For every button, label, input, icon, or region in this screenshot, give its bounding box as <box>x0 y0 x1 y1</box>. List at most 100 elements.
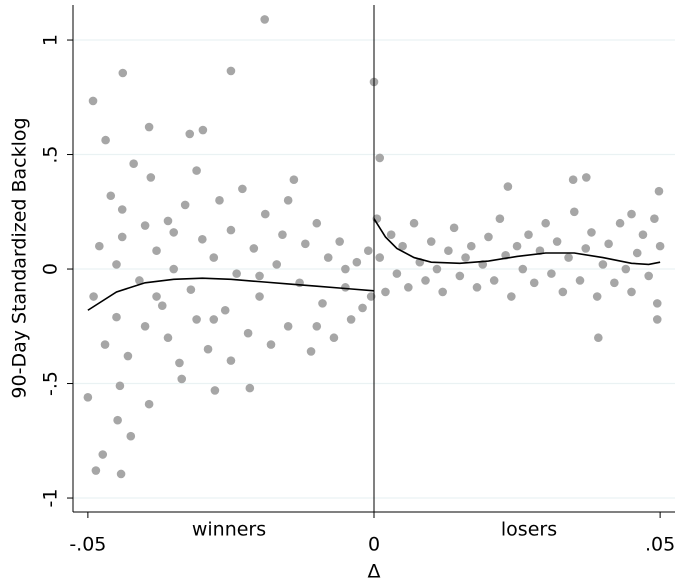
point <box>375 253 385 262</box>
point <box>215 196 224 205</box>
annotation: losers <box>501 519 557 541</box>
point <box>552 237 562 246</box>
x-axis-title: Δ <box>368 561 381 583</box>
point <box>118 68 128 78</box>
point <box>249 244 259 253</box>
point <box>404 283 413 292</box>
point <box>83 392 93 402</box>
y-tick-label: -.5 <box>40 371 62 396</box>
point <box>363 246 373 256</box>
point <box>135 276 144 285</box>
point <box>512 241 522 251</box>
point <box>255 292 264 301</box>
point <box>581 244 591 253</box>
point <box>238 184 247 194</box>
point <box>175 358 184 368</box>
point <box>144 122 154 132</box>
point <box>461 253 470 262</box>
point <box>398 241 407 251</box>
point <box>547 269 556 278</box>
point <box>432 264 442 274</box>
point <box>186 285 196 294</box>
point <box>472 283 482 292</box>
point <box>312 321 322 331</box>
point <box>323 253 333 262</box>
point <box>318 299 327 308</box>
y-axis-title: 90-Day Standardized Backlog <box>9 117 31 398</box>
point <box>117 232 127 242</box>
point <box>541 218 550 228</box>
point <box>604 239 613 249</box>
point <box>226 66 236 76</box>
point <box>272 260 282 269</box>
point <box>152 292 161 301</box>
point <box>449 223 459 233</box>
point <box>381 287 390 297</box>
point <box>209 253 219 262</box>
point <box>88 96 98 106</box>
point <box>163 216 173 226</box>
point <box>455 271 465 281</box>
point <box>438 287 447 297</box>
point <box>91 466 101 475</box>
y-tick-label: -1 <box>40 489 62 508</box>
point <box>255 271 264 281</box>
point <box>163 333 173 343</box>
point <box>392 269 402 278</box>
point <box>95 241 104 251</box>
x-tick-label: -.05 <box>69 534 106 556</box>
point <box>198 234 207 244</box>
point <box>312 218 322 228</box>
point <box>558 287 568 297</box>
point <box>123 351 133 361</box>
point <box>650 214 659 223</box>
point <box>582 173 591 182</box>
point <box>341 264 350 274</box>
point <box>610 278 619 288</box>
point <box>220 305 230 315</box>
point <box>518 264 528 274</box>
y-tick-label: 0 <box>40 263 62 275</box>
point <box>654 186 664 196</box>
point <box>409 218 419 228</box>
point <box>495 214 505 223</box>
point <box>180 200 190 210</box>
point <box>169 228 179 237</box>
point <box>177 374 187 384</box>
point <box>598 260 608 269</box>
point <box>209 315 219 324</box>
point <box>185 129 195 139</box>
point <box>157 301 167 310</box>
point <box>245 383 255 393</box>
point <box>386 230 396 239</box>
point <box>113 415 122 425</box>
point <box>615 218 625 228</box>
point <box>144 399 154 409</box>
point <box>568 175 578 185</box>
point <box>306 347 316 356</box>
point <box>98 450 108 459</box>
point <box>594 333 603 343</box>
point <box>329 333 339 343</box>
point <box>283 321 293 331</box>
point <box>529 278 539 288</box>
point <box>341 283 350 292</box>
point <box>140 221 150 230</box>
point <box>592 292 602 301</box>
point <box>112 312 121 322</box>
point <box>283 196 293 205</box>
point <box>621 264 631 274</box>
point <box>226 356 236 365</box>
x-tick-label: .05 <box>645 534 675 556</box>
point <box>129 159 138 168</box>
point <box>140 321 150 331</box>
point <box>352 257 362 267</box>
point <box>426 237 436 246</box>
point <box>524 230 533 239</box>
point <box>192 315 201 324</box>
point <box>260 15 270 24</box>
point <box>116 469 126 479</box>
point <box>489 276 499 285</box>
point <box>444 246 453 256</box>
